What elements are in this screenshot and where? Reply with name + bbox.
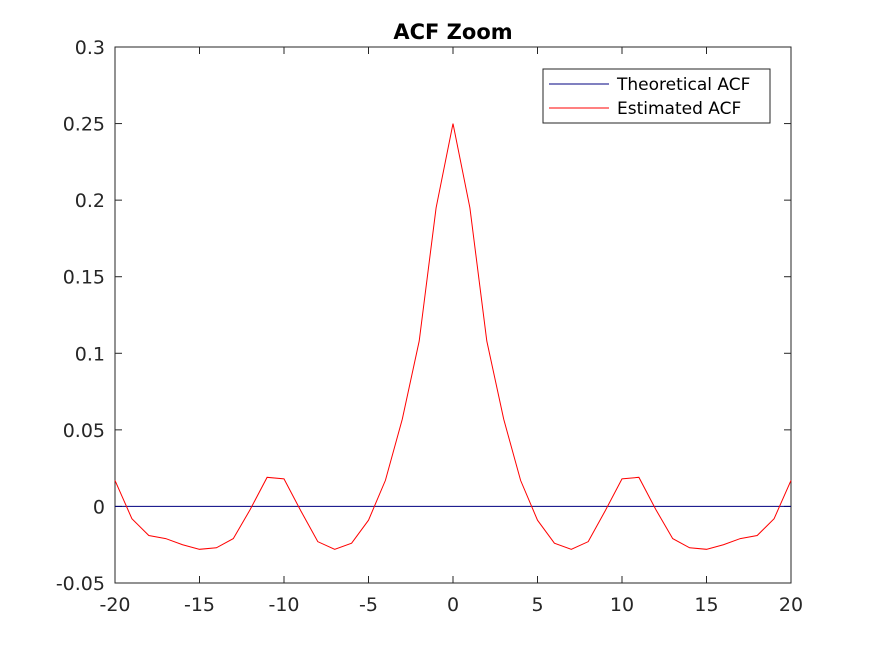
y-tick-label: -0.05 — [56, 573, 105, 595]
axis-ticks: -20 -15 -10 -5 0 5 10 15 20 -0.05 0 0.05 0.1 0.15 0.2 0… — [56, 37, 803, 616]
x-tick-label: 10 — [610, 594, 634, 616]
x-tick-label: 15 — [694, 594, 718, 616]
y-tick-label: 0.05 — [63, 420, 105, 442]
x-tick-label: -15 — [184, 594, 215, 616]
y-tick-label: 0 — [93, 496, 105, 518]
chart-title: ACF Zoom — [393, 20, 512, 44]
x-tick-label: -10 — [268, 594, 299, 616]
y-tick-label: 0.25 — [63, 114, 105, 136]
x-tick-label: 0 — [447, 594, 459, 616]
x-tick-label: -5 — [359, 594, 378, 616]
y-tick-label: 0.15 — [63, 267, 105, 289]
x-tick-label: 20 — [779, 594, 803, 616]
x-tick-label: 5 — [531, 594, 543, 616]
y-tick-label: 0.2 — [75, 190, 105, 212]
legend-box — [542, 68, 771, 124]
legend-label-estimated: Estimated ACF — [617, 99, 741, 119]
legend: Theoretical ACF Estimated ACF — [542, 68, 771, 124]
y-tick-label: 0.1 — [75, 343, 105, 365]
x-tick-label: -20 — [99, 594, 130, 616]
legend-label-theoretical: Theoretical ACF — [616, 75, 750, 95]
y-tick-label: 0.3 — [75, 37, 105, 59]
plot-area — [114, 46, 792, 584]
series-line-estimated-acf — [114, 123, 792, 550]
series-layer — [114, 123, 792, 550]
